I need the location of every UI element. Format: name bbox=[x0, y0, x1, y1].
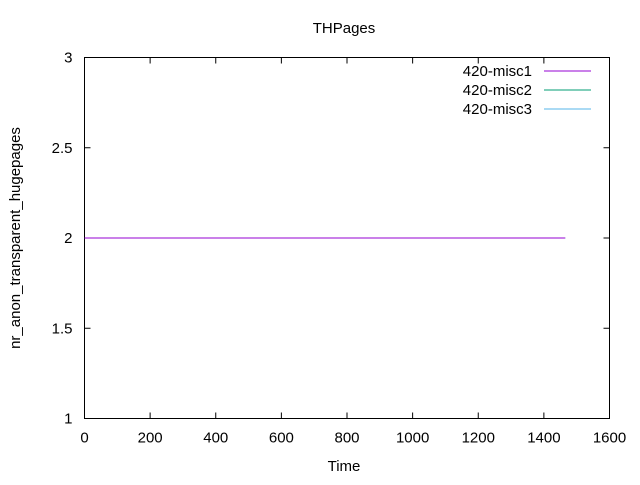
x-tick-label: 1400 bbox=[527, 430, 560, 447]
x-axis-label: Time bbox=[328, 458, 361, 475]
legend-label: 420-misc2 bbox=[463, 82, 532, 99]
chart-title: THPages bbox=[313, 20, 376, 37]
y-tick-label: 2.5 bbox=[52, 140, 73, 157]
x-tick-label: 200 bbox=[138, 430, 163, 447]
x-tick-label: 0 bbox=[80, 430, 88, 447]
x-tick-label: 800 bbox=[334, 430, 359, 447]
axis-ticks: 0 200 400 600 800 1000 1200 1400 1600 1 1.5 2 2.5 3 bbox=[52, 50, 627, 447]
y-axis-label: nr_anon_transparent_hugepages bbox=[7, 127, 24, 349]
x-tick-label: 1000 bbox=[396, 430, 429, 447]
legend-label: 420-misc3 bbox=[463, 101, 532, 118]
y-tick-label: 3 bbox=[64, 50, 72, 67]
y-tick-label: 1 bbox=[64, 411, 72, 428]
legend-label: 420-misc1 bbox=[463, 63, 532, 80]
x-tick-label: 1200 bbox=[462, 430, 495, 447]
legend: 420-misc1 420-misc2 420-misc3 bbox=[463, 63, 591, 118]
y-tick-label: 1.5 bbox=[52, 320, 73, 337]
x-tick-label: 600 bbox=[269, 430, 294, 447]
x-tick-label: 1600 bbox=[593, 430, 626, 447]
x-tick-label: 400 bbox=[203, 430, 228, 447]
y-tick-label: 2 bbox=[64, 230, 72, 247]
